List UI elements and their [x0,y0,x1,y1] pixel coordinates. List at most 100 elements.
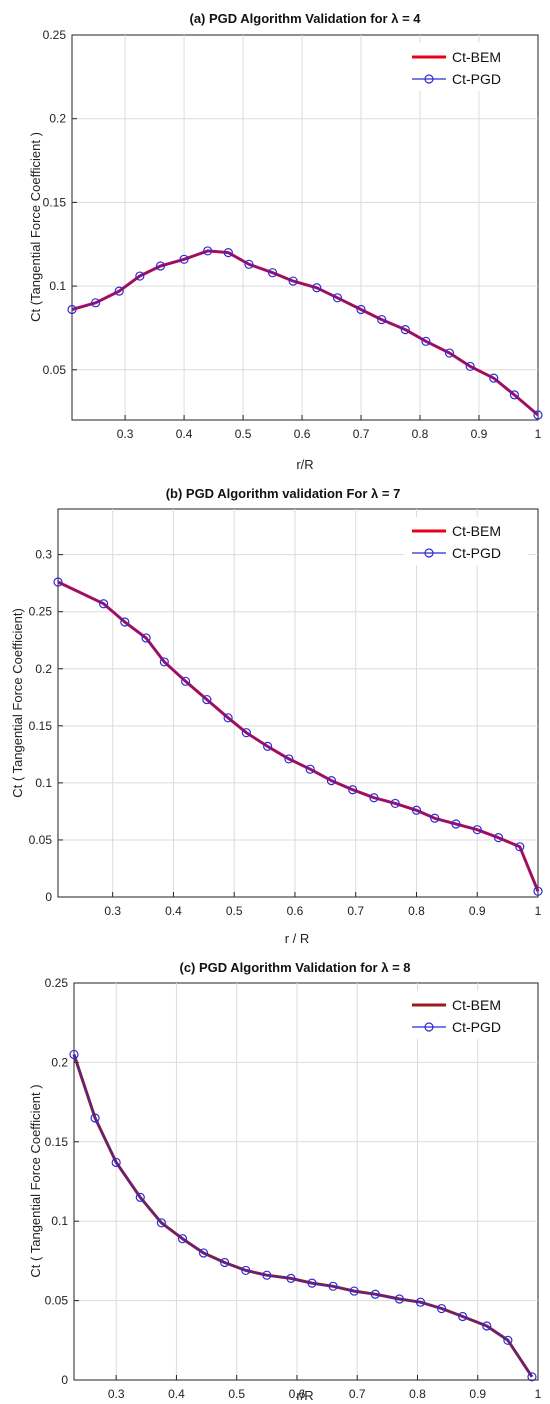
tick-labels: 0.3 0.4 0.5 0.6 0.7 0.8 0.9 1 0 0.05 0.1 0.15 0.2 0.2… [29,548,542,918]
x-tick-label: 0.7 [353,427,370,441]
x-tick-label: 0.6 [289,1387,306,1401]
data-point-ct-pgd [332,293,343,303]
data-point-ct-pgd [198,1248,209,1258]
data-point-ct-pgd [444,348,455,358]
x-tick-label: 1 [535,1387,542,1401]
x-axis-label: r/R [296,457,313,472]
y-tick-label: 0.15 [43,195,67,209]
data-point-ct-pgd [180,676,191,686]
data-point-ct-pgd [503,1335,513,1345]
data-point-ct-pgd [430,813,440,823]
data-point-ct-pgd [135,271,145,281]
data-point-ct-pgd [159,657,169,667]
grid-lines [74,982,539,1381]
data-point-ct-pgd [390,798,400,809]
x-tick-label: 0.6 [294,427,311,441]
plot-frame [71,34,539,421]
data-point-ct-pgd [305,764,315,774]
y-tick-label: 0.2 [51,1055,68,1069]
data-point-ct-pgd [326,775,337,786]
data-point-ct-pgd [179,254,189,264]
x-tick-label: 1 [535,904,542,918]
chart-title: (c) PGD Algorithm Validation for λ = 8 [179,960,410,975]
data-point-ct-pgd [241,1265,251,1276]
x-tick-label: 0.3 [117,427,134,441]
legend-marker-ct-pgd [424,548,434,558]
data-point-ct-pgd [155,261,166,271]
data-point-ct-pgd [400,325,410,335]
y-tick-label: 0.25 [45,976,69,990]
data-point-ct-pgd [369,793,379,803]
legend-label-ct-bem: Ct-BEM [452,49,501,65]
x-tick-label: 0.4 [176,427,193,441]
y-tick-label: 0.2 [49,112,66,126]
y-tick-label: 0.05 [43,363,67,377]
data-point-ct-pgd [312,283,322,293]
data-point-ct-pgd [67,304,77,315]
data-point-ct-pgd [244,259,254,269]
legend-label-ct-pgd: Ct-PGD [452,1019,501,1035]
y-tick-label: 0.1 [49,279,66,293]
x-tick-label: 0.4 [168,1387,185,1401]
data-point-ct-pgd [90,1113,100,1123]
x-tick-label: 0.7 [349,1387,366,1401]
y-tick-label: 0.2 [35,662,52,676]
data-point-ct-pgd [493,833,504,843]
legend-label-ct-bem: Ct-BEM [452,523,501,539]
data-point-ct-pgd [458,1311,468,1322]
x-tick-label: 0.5 [235,427,252,441]
data-point-ct-pgd [307,1278,317,1288]
data-point-ct-pgd [120,617,130,627]
data-point-ct-pgd [465,361,475,372]
x-axis-label: r / R [285,931,310,946]
chart-panel-b: (b) PGD Algorithm validation For λ = 7 r… [10,486,543,946]
data-point-ct-pgd [482,1321,492,1331]
x-tick-label: 0.8 [408,904,425,918]
data-point-ct-pgd [451,819,461,829]
data-point-ct-pgd [533,886,543,896]
legend: Ct-BEM Ct-PGD [404,43,528,91]
series-line-ct-pgd [71,250,539,416]
series-line-ct-pgd [57,581,539,892]
y-tick-label: 0.25 [29,605,53,619]
x-tick-label: 0.4 [165,904,182,918]
data-point-ct-pgd [202,694,212,705]
tick-labels: 0.3 0.4 0.5 0.6 0.7 0.8 0.9 1 0.05 0.1 0.15 0.2 0.25 [43,28,542,441]
x-tick-label: 0.5 [226,904,243,918]
legend-box [404,43,528,91]
legend-label-ct-bem: Ct-BEM [452,997,501,1013]
x-tick-label: 0.9 [471,427,488,441]
legend-label-ct-pgd: Ct-PGD [452,545,501,561]
data-point-ct-pgd [141,633,151,643]
plot-frame [73,982,539,1381]
legend-box [404,517,528,565]
x-tick-label: 0.3 [104,904,121,918]
x-axis-label: r/R [296,1388,313,1403]
data-point-ct-pgd [349,1286,359,1296]
data-point-ct-pgd [348,785,358,795]
data-point-ct-pgd [370,1289,380,1299]
y-tick-label: 0.05 [29,833,53,847]
grid-lines [72,34,539,420]
x-tick-label: 1 [535,427,542,441]
data-point-ct-pgd [377,314,387,325]
data-point-ct-pgd [436,1303,447,1314]
data-point-ct-pgd [286,1273,296,1283]
data-point-ct-pgd [98,599,109,609]
plot-frame [57,508,539,898]
legend: Ct-BEM Ct-PGD [404,517,528,565]
y-tick-label: 0 [61,1373,68,1387]
y-tick-label: 0.05 [45,1294,69,1308]
x-tick-label: 0.9 [469,1387,486,1401]
series-line-ct-pgd [73,1054,533,1378]
data-point-ct-pgd [111,1157,121,1168]
data-point-ct-pgd [356,304,366,315]
data-point-ct-pgd [267,268,278,278]
data-point-ct-pgd [223,713,233,723]
data-point-ct-pgd [415,1297,426,1307]
chart-panel-c: (c) PGD Algorithm Validation for λ = 8 r… [28,960,542,1403]
y-tick-label: 0.25 [43,28,67,42]
legend: Ct-BEM Ct-PGD [404,991,528,1039]
data-point-ct-pgd [223,248,233,258]
data-point-ct-pgd [288,276,298,286]
